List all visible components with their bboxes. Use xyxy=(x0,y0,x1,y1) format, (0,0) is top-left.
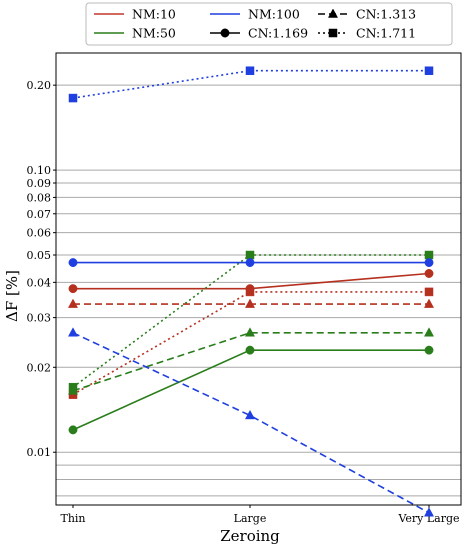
data-point xyxy=(244,409,256,420)
data-point xyxy=(245,345,255,355)
series-nm-100-cn-1_169 xyxy=(68,258,434,268)
y-axis-title: ΔF [%] xyxy=(3,270,21,322)
legend-marker xyxy=(220,28,230,38)
y-tick-label: 0.02 xyxy=(27,361,52,374)
data-point xyxy=(245,287,255,297)
legend-label: NM:10 xyxy=(132,7,176,22)
data-point xyxy=(424,258,434,268)
series-line xyxy=(72,332,429,392)
series-nm-50-cn-1_169 xyxy=(68,345,434,435)
data-point xyxy=(423,327,435,337)
data-point xyxy=(424,269,434,278)
series-lines xyxy=(67,66,435,517)
y-tick-labels: 0.01 0.02 0.03 0.04 0.05 0.06 0.07 0.080.090.10… xyxy=(27,79,56,459)
legend-entries: NM:10 NM:100 CN:1.313 NM:50 CN:1.169 CN:1.711 xyxy=(94,7,416,41)
data-point xyxy=(424,345,434,355)
data-point xyxy=(68,284,78,294)
series-nm-10-cn-1_313 xyxy=(67,298,435,308)
plot-frame xyxy=(55,52,462,506)
x-tick-label: Very Large xyxy=(397,512,459,525)
legend-label: CN:1.169 xyxy=(248,26,308,41)
data-point xyxy=(244,298,256,308)
data-point xyxy=(245,250,255,260)
x-tick-label: Thin xyxy=(60,512,85,525)
data-point xyxy=(245,66,255,75)
data-point xyxy=(424,250,434,260)
legend-marker xyxy=(328,28,338,38)
y-tick-label: 0.10 xyxy=(27,164,52,177)
data-point xyxy=(67,298,79,308)
data-point xyxy=(423,507,435,517)
data-point xyxy=(245,258,255,268)
series-nm-50-cn-1_711 xyxy=(68,250,434,392)
legend-label: NM:50 xyxy=(132,26,176,41)
series-nm-100-cn-1_313 xyxy=(67,327,435,517)
y-tick-label: 0.20 xyxy=(27,79,52,92)
data-point xyxy=(424,66,434,75)
y-tick-label: 0.07 xyxy=(27,208,52,221)
y-tick-label: 0.04 xyxy=(27,276,52,289)
series-nm-100-cn-1_711 xyxy=(68,66,434,103)
legend-entry: CN:1.313 xyxy=(318,7,416,22)
y-tick-label: 0.06 xyxy=(27,227,52,240)
x-axis-title: Zeroing xyxy=(220,527,280,545)
y-tick-label: 0.08 xyxy=(27,191,52,204)
series-nm-50-cn-1_313 xyxy=(67,327,435,395)
y-tick-label: 0.05 xyxy=(27,249,52,262)
data-point xyxy=(67,327,79,337)
gridlines xyxy=(56,84,461,497)
data-point xyxy=(244,327,256,337)
legend-label: CN:1.711 xyxy=(356,26,416,41)
data-point xyxy=(68,258,78,268)
data-point xyxy=(68,425,78,435)
y-tick-label: 0.01 xyxy=(27,446,52,459)
legend-entry: NM:100 xyxy=(210,7,300,22)
legend-label: CN:1.313 xyxy=(356,7,416,22)
legend-label: NM:100 xyxy=(248,7,300,22)
x-tick-label: Large xyxy=(234,512,267,525)
legend-entry: CN:1.169 xyxy=(210,26,308,41)
legend-entry: NM:10 xyxy=(94,7,176,22)
legend-box xyxy=(85,2,453,46)
data-point xyxy=(68,93,78,103)
data-point xyxy=(68,382,78,392)
legend-marker xyxy=(327,8,339,18)
data-point xyxy=(424,287,434,297)
y-tick-label: 0.03 xyxy=(27,312,52,325)
x-tick-labels: Thin Large Very Large xyxy=(60,505,460,525)
data-point xyxy=(423,298,435,308)
y-tick-label: 0.09 xyxy=(27,177,52,190)
legend-entry: CN:1.711 xyxy=(318,26,416,41)
series-line xyxy=(72,332,430,514)
legend-entry: NM:50 xyxy=(94,26,176,41)
